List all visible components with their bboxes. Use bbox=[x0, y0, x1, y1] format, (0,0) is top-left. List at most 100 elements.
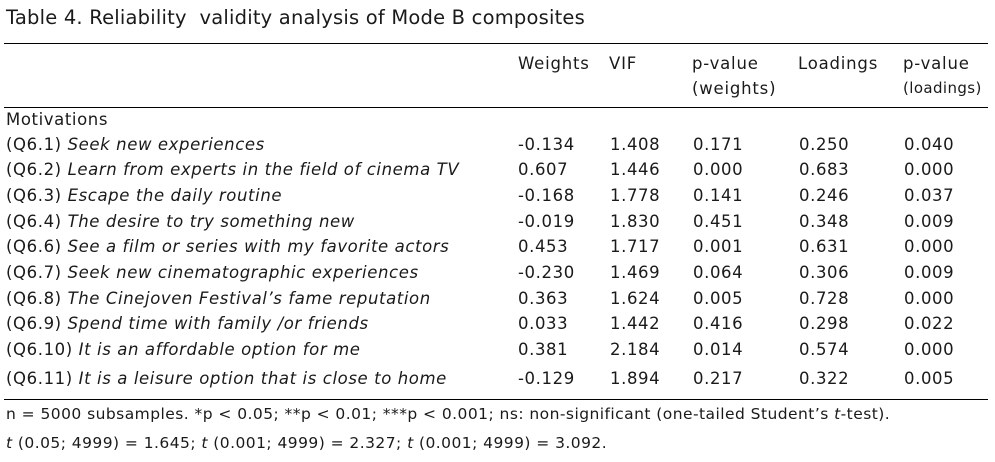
header-rule bbox=[4, 107, 988, 108]
cell-p-loadings: 0.009 bbox=[904, 263, 955, 282]
cell-p-loadings: 0.000 bbox=[904, 289, 955, 308]
footnote-1-t: t bbox=[834, 405, 841, 423]
row-code: (Q6.6) bbox=[6, 237, 62, 256]
cell-vif: 1.894 bbox=[610, 369, 661, 388]
cell-weights: -0.019 bbox=[518, 212, 575, 231]
cell-weights: 0.453 bbox=[518, 237, 569, 256]
footnote-2-t2: t bbox=[201, 434, 208, 452]
cell-p-weights: 0.171 bbox=[693, 135, 744, 154]
cell-p-loadings: 0.037 bbox=[904, 186, 955, 205]
header-pvalue-loadings: p-value (loadings) bbox=[903, 51, 982, 101]
header-pvalue-weights-line1: p-value bbox=[692, 54, 759, 73]
row-code: (Q6.2) bbox=[6, 160, 62, 179]
footnote-1-end: -test). bbox=[840, 405, 891, 423]
row-code: (Q6.10) bbox=[6, 340, 73, 359]
bottom-rule bbox=[4, 399, 988, 400]
row-item: (Q6.1) Seek new experiences bbox=[6, 135, 265, 154]
row-label: Spend time with family /or friends bbox=[67, 314, 369, 333]
cell-p-weights: 0.000 bbox=[693, 160, 744, 179]
row-item: (Q6.9) Spend time with family /or friend… bbox=[6, 314, 369, 333]
header-pvalue-loadings-line1: p-value bbox=[903, 54, 970, 73]
cell-p-weights: 0.141 bbox=[693, 186, 744, 205]
cell-weights: 0.607 bbox=[518, 160, 569, 179]
footnote-2-a: (0.05; 4999) = 1.645; bbox=[12, 434, 202, 452]
cell-p-weights: 0.416 bbox=[693, 314, 744, 333]
cell-weights: -0.168 bbox=[518, 186, 575, 205]
row-item: (Q6.4) The desire to try something new bbox=[6, 212, 355, 231]
cell-loadings: 0.683 bbox=[799, 160, 850, 179]
row-code: (Q6.7) bbox=[6, 263, 62, 282]
row-item: (Q6.3) Escape the daily routine bbox=[6, 186, 282, 205]
cell-p-weights: 0.005 bbox=[693, 289, 744, 308]
cell-p-loadings: 0.022 bbox=[904, 314, 955, 333]
footnote-2-b: (0.001; 4999) = 2.327; bbox=[207, 434, 408, 452]
cell-loadings: 0.322 bbox=[799, 369, 850, 388]
cell-vif: 1.717 bbox=[610, 237, 661, 256]
header-pvalue-loadings-line2: (loadings) bbox=[903, 79, 982, 97]
cell-loadings: 0.574 bbox=[799, 340, 850, 359]
footnote-1-main: n = 5000 subsamples. *p < 0.05; **p < 0.… bbox=[6, 405, 835, 423]
cell-vif: 1.442 bbox=[610, 314, 661, 333]
cell-vif: 1.830 bbox=[610, 212, 661, 231]
row-label: Seek new experiences bbox=[67, 135, 265, 154]
cell-vif: 1.469 bbox=[610, 263, 661, 282]
cell-loadings: 0.246 bbox=[799, 186, 850, 205]
cell-p-weights: 0.217 bbox=[693, 369, 744, 388]
footnote-line-2: t (0.05; 4999) = 1.645; t (0.001; 4999) … bbox=[6, 434, 607, 452]
cell-vif: 1.408 bbox=[610, 135, 661, 154]
header-vif: VIF bbox=[609, 54, 638, 73]
cell-weights: -0.134 bbox=[518, 135, 575, 154]
header-weights: Weights bbox=[518, 54, 590, 73]
row-label: Seek new cinematographic experiences bbox=[67, 263, 419, 282]
row-label: It is an affordable option for me bbox=[78, 340, 361, 359]
cell-p-loadings: 0.000 bbox=[904, 237, 955, 256]
cell-vif: 1.778 bbox=[610, 186, 661, 205]
cell-loadings: 0.631 bbox=[799, 237, 850, 256]
header-loadings: Loadings bbox=[798, 54, 879, 73]
section-label: Motivations bbox=[6, 110, 109, 129]
row-item: (Q6.7) Seek new cinematographic experien… bbox=[6, 263, 419, 282]
cell-vif: 1.624 bbox=[610, 289, 661, 308]
cell-loadings: 0.348 bbox=[799, 212, 850, 231]
footnote-2-c: (0.001; 4999) = 3.092. bbox=[413, 434, 608, 452]
cell-p-weights: 0.451 bbox=[693, 212, 744, 231]
cell-p-weights: 0.014 bbox=[693, 340, 744, 359]
row-label: It is a leisure option that is close to … bbox=[78, 369, 447, 388]
cell-p-weights: 0.001 bbox=[693, 237, 744, 256]
row-code: (Q6.1) bbox=[6, 135, 62, 154]
row-item: (Q6.10) It is an affordable option for m… bbox=[6, 340, 361, 359]
cell-p-loadings: 0.040 bbox=[904, 135, 955, 154]
header-pvalue-weights: p-value (weights) bbox=[692, 51, 776, 101]
row-code: (Q6.8) bbox=[6, 289, 62, 308]
row-code: (Q6.11) bbox=[6, 369, 73, 388]
row-label: The desire to try something new bbox=[67, 212, 355, 231]
cell-vif: 1.446 bbox=[610, 160, 661, 179]
cell-p-loadings: 0.009 bbox=[904, 212, 955, 231]
cell-p-loadings: 0.000 bbox=[904, 340, 955, 359]
cell-p-weights: 0.064 bbox=[693, 263, 744, 282]
cell-vif: 2.184 bbox=[610, 340, 661, 359]
cell-weights: -0.129 bbox=[518, 369, 575, 388]
cell-p-loadings: 0.000 bbox=[904, 160, 955, 179]
footnote-line-1: n = 5000 subsamples. *p < 0.05; **p < 0.… bbox=[6, 405, 890, 423]
row-item: (Q6.2) Learn from experts in the field o… bbox=[6, 160, 459, 179]
cell-loadings: 0.728 bbox=[799, 289, 850, 308]
cell-loadings: 0.298 bbox=[799, 314, 850, 333]
header-pvalue-weights-line2: (weights) bbox=[692, 79, 777, 98]
row-code: (Q6.3) bbox=[6, 186, 62, 205]
footnote-2-t3: t bbox=[407, 434, 414, 452]
cell-p-loadings: 0.005 bbox=[904, 369, 955, 388]
cell-weights: -0.230 bbox=[518, 263, 575, 282]
row-label: Learn from experts in the field of cinem… bbox=[67, 160, 460, 179]
row-item: (Q6.6) See a film or series with my favo… bbox=[6, 237, 449, 256]
row-item: (Q6.8) The Cinejoven Festival’s fame rep… bbox=[6, 289, 431, 308]
top-rule bbox=[4, 43, 988, 44]
row-label: The Cinejoven Festival’s fame reputation bbox=[67, 289, 431, 308]
row-item: (Q6.11) It is a leisure option that is c… bbox=[6, 369, 447, 388]
row-label: See a film or series with my favorite ac… bbox=[67, 237, 450, 256]
cell-weights: 0.363 bbox=[518, 289, 569, 308]
cell-weights: 0.033 bbox=[518, 314, 569, 333]
row-label: Escape the daily routine bbox=[67, 186, 283, 205]
row-code: (Q6.4) bbox=[6, 212, 62, 231]
cell-weights: 0.381 bbox=[518, 340, 569, 359]
